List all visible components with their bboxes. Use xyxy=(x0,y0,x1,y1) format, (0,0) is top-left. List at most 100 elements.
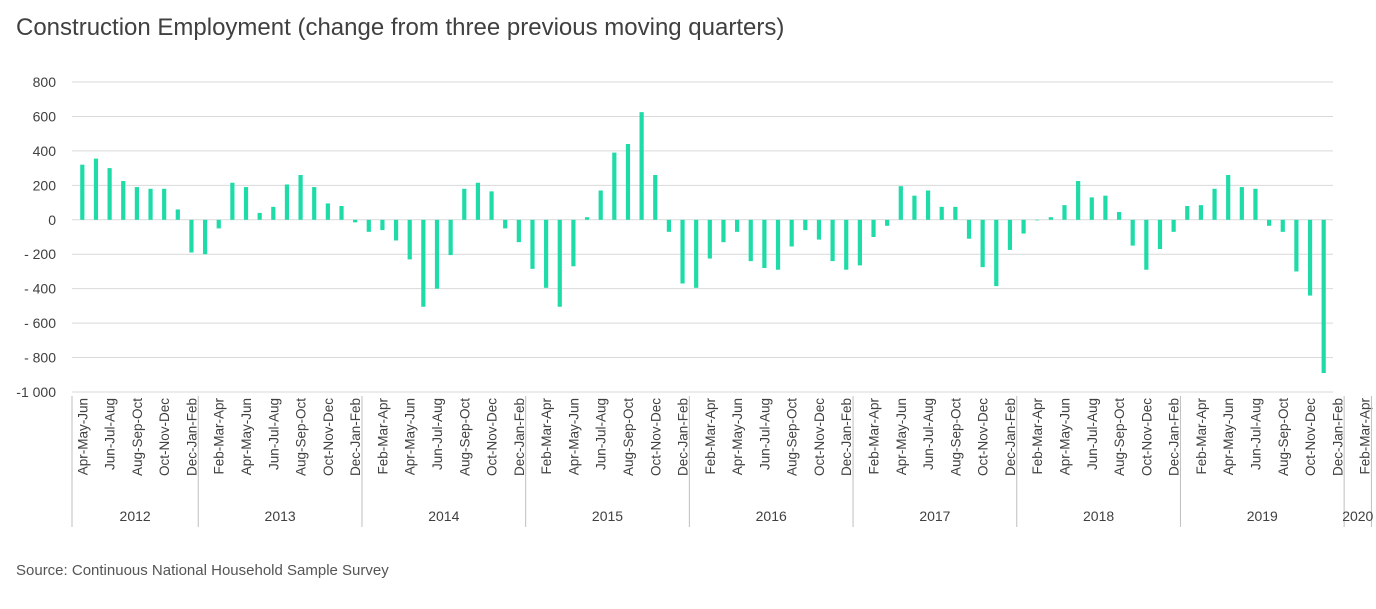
x-tick-label: Oct-Nov-Dec xyxy=(812,398,827,476)
bar xyxy=(598,190,603,220)
x-tick-label: Oct-Nov-Dec xyxy=(321,398,336,476)
bar xyxy=(1267,219,1272,226)
x-tick-label: Jun-Jul-Aug xyxy=(430,398,445,470)
x-tick-label: Feb-Mar-Apr xyxy=(1358,398,1373,475)
bars xyxy=(80,112,1326,374)
bar xyxy=(516,219,521,243)
bar xyxy=(1062,205,1067,220)
bar xyxy=(1116,212,1122,220)
x-tick-label: Oct-Nov-Dec xyxy=(976,398,991,476)
x-tick-label: Oct-Nov-Dec xyxy=(1303,398,1318,476)
x-tick-label: Jun-Jul-Aug xyxy=(1085,398,1100,470)
bar xyxy=(1307,219,1313,296)
bar xyxy=(216,219,221,229)
x-tick-label: Dec-Jan-Feb xyxy=(184,398,199,476)
x-tick-label: Oct-Nov-Dec xyxy=(157,398,172,476)
y-tick-label: 200 xyxy=(33,177,57,193)
x-tick-label: Oct-Nov-Dec xyxy=(1139,398,1154,476)
y-tick-label: -1 000 xyxy=(16,384,56,400)
source-note: Source: Continuous National Household Sa… xyxy=(16,562,389,579)
bar xyxy=(966,219,972,239)
bar xyxy=(230,182,235,220)
bar xyxy=(871,219,876,237)
bar xyxy=(666,219,671,232)
x-tick-label: Dec-Jan-Feb xyxy=(348,398,363,476)
bar xyxy=(925,190,931,220)
x-tick-label: Feb-Mar-Apr xyxy=(703,398,718,475)
x-tick-label: Apr-May-Jun xyxy=(566,398,581,475)
bar xyxy=(844,219,849,270)
bar xyxy=(298,175,303,220)
bar xyxy=(530,219,535,269)
bar xyxy=(1144,219,1149,270)
chart-title: Construction Employment (change from thr… xyxy=(16,14,785,41)
bar xyxy=(1212,188,1217,220)
x-tick-label: Dec-Jan-Feb xyxy=(512,398,527,476)
bar xyxy=(107,168,112,220)
bar xyxy=(393,219,399,241)
bar xyxy=(284,184,290,220)
x-tick-label: Feb-Mar-Apr xyxy=(867,398,882,475)
year-group-label: 2015 xyxy=(592,508,623,524)
x-tick-label: Jun-Jul-Aug xyxy=(921,398,936,470)
bar xyxy=(434,219,440,289)
bar xyxy=(694,219,699,288)
x-tick-label: Jun-Jul-Aug xyxy=(1248,398,1263,470)
x-tick-label: Apr-May-Jun xyxy=(894,398,909,475)
year-group-label: 2019 xyxy=(1247,508,1278,524)
gridlines xyxy=(72,81,1333,393)
bar xyxy=(912,195,917,220)
x-tick-label: Aug-Sep-Oct xyxy=(294,398,309,476)
y-tick-label: - 200 xyxy=(24,246,56,262)
bar xyxy=(1157,219,1163,250)
x-tick-label: Apr-May-Jun xyxy=(403,398,418,475)
year-group-label: 2016 xyxy=(756,508,787,524)
bar xyxy=(830,219,835,262)
bar xyxy=(584,217,590,220)
bar xyxy=(1253,188,1258,220)
x-tick-label: Aug-Sep-Oct xyxy=(457,398,472,476)
x-tick-label: Feb-Mar-Apr xyxy=(1194,398,1209,475)
bar xyxy=(448,219,453,256)
year-group-label: 2013 xyxy=(265,508,296,524)
bar xyxy=(148,188,153,220)
bar xyxy=(721,219,726,243)
y-tick-label: - 600 xyxy=(24,315,56,331)
x-tick-label: Feb-Mar-Apr xyxy=(1030,398,1045,475)
y-tick-label: 0 xyxy=(48,212,56,228)
bar xyxy=(1280,219,1285,232)
bar xyxy=(257,212,262,220)
x-tick-label: Dec-Jan-Feb xyxy=(1167,398,1182,476)
bar xyxy=(1321,219,1326,374)
bar xyxy=(1089,197,1094,220)
bar xyxy=(939,206,944,220)
x-tick-label: Apr-May-Jun xyxy=(1221,398,1236,475)
bar xyxy=(189,219,194,253)
bar xyxy=(421,219,426,307)
bar xyxy=(93,158,99,220)
bar xyxy=(1048,217,1053,220)
x-tick-label: Feb-Mar-Apr xyxy=(539,398,554,475)
bar xyxy=(680,219,685,284)
x-tick-label: Apr-May-Jun xyxy=(239,398,254,475)
bar xyxy=(1239,187,1244,220)
x-tick-label: Jun-Jul-Aug xyxy=(757,398,772,470)
bar xyxy=(134,187,139,220)
bar xyxy=(816,219,822,240)
bar xyxy=(612,152,617,220)
y-tick-label: - 800 xyxy=(24,350,56,366)
x-tick-label: Feb-Mar-Apr xyxy=(212,398,227,475)
x-tick-label: Oct-Nov-Dec xyxy=(485,398,500,476)
x-tick-label: Dec-Jan-Feb xyxy=(839,398,854,476)
bar xyxy=(1226,175,1231,220)
x-tick-label: Jun-Jul-Aug xyxy=(594,398,609,470)
bar xyxy=(325,203,330,220)
year-group-label: 2018 xyxy=(1083,508,1114,524)
bar xyxy=(503,219,508,229)
bar xyxy=(775,219,781,270)
bar xyxy=(462,188,467,220)
bar xyxy=(271,206,276,220)
y-axis-tick-labels: 800 600 400 200 0 - 200 - 400 - 600 - 800 -1 000 xyxy=(16,74,56,400)
x-tick-label: Apr-May-Jun xyxy=(1057,398,1072,475)
x-tick-label: Aug-Sep-Oct xyxy=(130,398,145,476)
